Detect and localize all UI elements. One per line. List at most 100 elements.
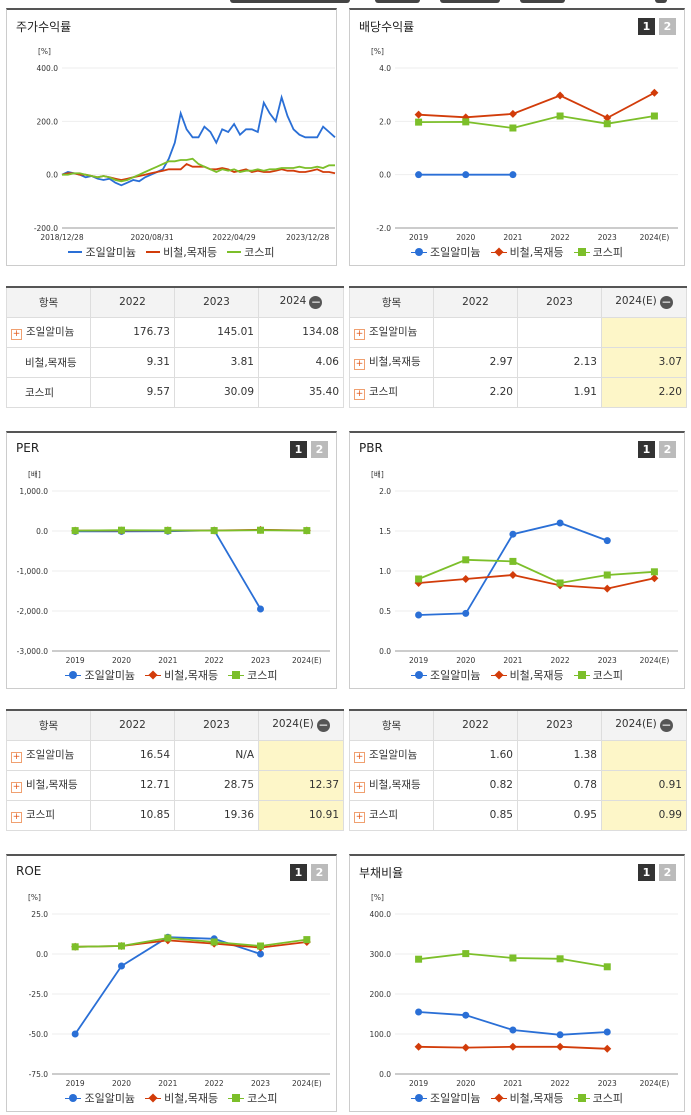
data-point [508, 109, 517, 118]
page-1-button[interactable]: 1 [290, 864, 307, 881]
expand-plus-icon[interactable]: + [354, 389, 365, 400]
x-tick-label: 2024(E) [640, 656, 670, 665]
legend-item-kospi: 코스피 [227, 244, 275, 260]
pager: 1 2 [638, 864, 676, 881]
data-point [650, 568, 658, 576]
data-point [415, 955, 423, 963]
series-line [418, 115, 655, 129]
roe-chart: [%] 25.0 0.0 -25.0 -50.0 -75.0 2019 2020 2021 202… [28, 893, 330, 1088]
expand-plus-icon[interactable]: + [354, 752, 365, 763]
data-point [462, 118, 470, 126]
legend-item-kospi: 코스피 [228, 667, 278, 683]
table-row: + 코스피 10.85 19.36 10.91 [6, 799, 344, 831]
table-row: + 코스피 2.20 1.91 2.20 [349, 376, 687, 408]
expand-plus-icon[interactable]: + [11, 329, 22, 340]
panel-debt-ratio: 부채비율 1 2 [%] 400.0 300.0 200.0 100.0 0.0 2019 2… [349, 854, 685, 1112]
unit-label: [%] [38, 47, 51, 56]
legend-item-joil: 조일알미늄 [410, 1090, 481, 1106]
data-point [414, 110, 423, 119]
data-point [210, 527, 218, 535]
page-2-button[interactable]: 2 [311, 441, 328, 458]
pbr-table: 항목 2022 2023 2024(E) − + 조일알미늄 1.60 1.38 +… [349, 709, 687, 831]
x-tick-label: 2021 [503, 1079, 522, 1088]
x-tick-label: 2023 [598, 656, 617, 665]
data-point [556, 1042, 565, 1051]
y-tick-label: 0.0 [36, 527, 48, 536]
y-tick-label: -50.0 [29, 1030, 49, 1039]
header-year-expand[interactable]: 2024(E) − [601, 709, 687, 741]
page-2-button[interactable]: 2 [311, 864, 328, 881]
data-point [71, 1030, 79, 1038]
legend: 조일알미늄 비철,목재등 코스피 [350, 667, 684, 683]
table-row: + 비철,목재등 12.71 28.75 12.37 [6, 769, 344, 801]
panel-title: 부채비율 [359, 866, 404, 880]
collapse-icon[interactable]: − [659, 295, 673, 310]
collapse-icon[interactable]: − [316, 718, 330, 733]
legend-item-kospi: 코스피 [228, 1090, 278, 1106]
data-point [462, 556, 470, 564]
pager: 1 2 [638, 18, 676, 35]
series-line [418, 574, 655, 590]
panel-dividend-yield: 배당수익률 1 2 [%] 4.0 2.0 0.0 -2.0 2019 2020 2021 20… [349, 8, 685, 266]
y-tick-label: 25.0 [31, 910, 48, 919]
panel-title: PBR [359, 441, 383, 455]
x-tick-label: 2024(E) [640, 1079, 670, 1088]
top-strip [0, 0, 691, 6]
expand-plus-icon[interactable]: + [11, 752, 22, 763]
table-row: + 조일알미늄 [349, 316, 687, 348]
page-2-button[interactable]: 2 [659, 18, 676, 35]
page-1-button[interactable]: 1 [638, 18, 655, 35]
header-year-expand[interactable]: 2024− [258, 286, 344, 318]
x-tick-label: 2024(E) [292, 656, 322, 665]
collapse-icon[interactable]: − [659, 718, 673, 733]
x-tick-label: 2024(E) [292, 1079, 322, 1088]
unit-label: [배] [371, 470, 384, 479]
page-1-button[interactable]: 1 [638, 864, 655, 881]
legend-item-joil: 조일알미늄 [410, 667, 481, 683]
panel-title: ROE [16, 864, 42, 878]
dividend-table: 항목 2022 2023 2024(E) − + 조일알미늄 + 비철,목재등 2.9… [349, 286, 687, 408]
x-tick-label: 2021 [158, 656, 177, 665]
page-1-button[interactable]: 1 [290, 441, 307, 458]
data-point [650, 112, 658, 120]
table-header: 항목 2022 2023 2024− [6, 286, 344, 318]
data-point [462, 171, 470, 179]
y-tick-label: 0.0 [379, 1070, 391, 1079]
data-point [461, 575, 470, 583]
unit-label: [배] [28, 470, 41, 479]
y-tick-label: 2.0 [379, 117, 391, 126]
unit-label: [%] [371, 47, 384, 56]
series-line [62, 157, 335, 183]
legend-item-metal: 비철,목재등 [145, 667, 218, 683]
collapse-icon[interactable]: − [309, 295, 323, 310]
expand-plus-icon[interactable]: + [354, 782, 365, 793]
data-point [257, 526, 264, 534]
data-point [556, 579, 564, 587]
data-point [650, 574, 659, 583]
expand-plus-icon[interactable]: + [354, 359, 365, 370]
expand-plus-icon[interactable]: + [11, 782, 22, 793]
data-point [556, 91, 565, 100]
expand-plus-icon[interactable]: + [354, 329, 365, 340]
header-year-expand[interactable]: 2024(E) − [601, 286, 687, 318]
y-tick-label: -2,000.0 [17, 607, 49, 616]
y-tick-label: -1,000.0 [17, 567, 49, 576]
x-tick-label: 2019 [409, 233, 428, 242]
series-line [75, 937, 307, 948]
page-2-button[interactable]: 2 [659, 864, 676, 881]
panel-pbr: PBR 1 2 [배] 2.0 1.5 1.0 0.5 0.0 2019 2020 2021 20… [349, 431, 685, 689]
y-tick-label: 200.0 [37, 117, 59, 126]
header-year-expand[interactable]: 2024(E) − [258, 709, 344, 741]
pbr-chart: [배] 2.0 1.5 1.0 0.5 0.0 2019 2020 2021 2022 2023 20… [371, 470, 678, 665]
legend: 조일알미늄 비철,목재등 코스피 [350, 1090, 684, 1106]
x-tick-label: 2019 [66, 656, 85, 665]
x-tick-label: 2023 [251, 656, 270, 665]
expand-plus-icon[interactable]: + [354, 812, 365, 823]
expand-plus-icon[interactable]: + [11, 812, 22, 823]
y-tick-label: 1.0 [379, 567, 391, 576]
panel-roe: ROE 1 2 [%] 25.0 0.0 -25.0 -50.0 -75.0 2019 202… [6, 854, 337, 1112]
page-2-button[interactable]: 2 [659, 441, 676, 458]
page-1-button[interactable]: 1 [638, 441, 655, 458]
x-tick-label: 2020 [456, 656, 475, 665]
